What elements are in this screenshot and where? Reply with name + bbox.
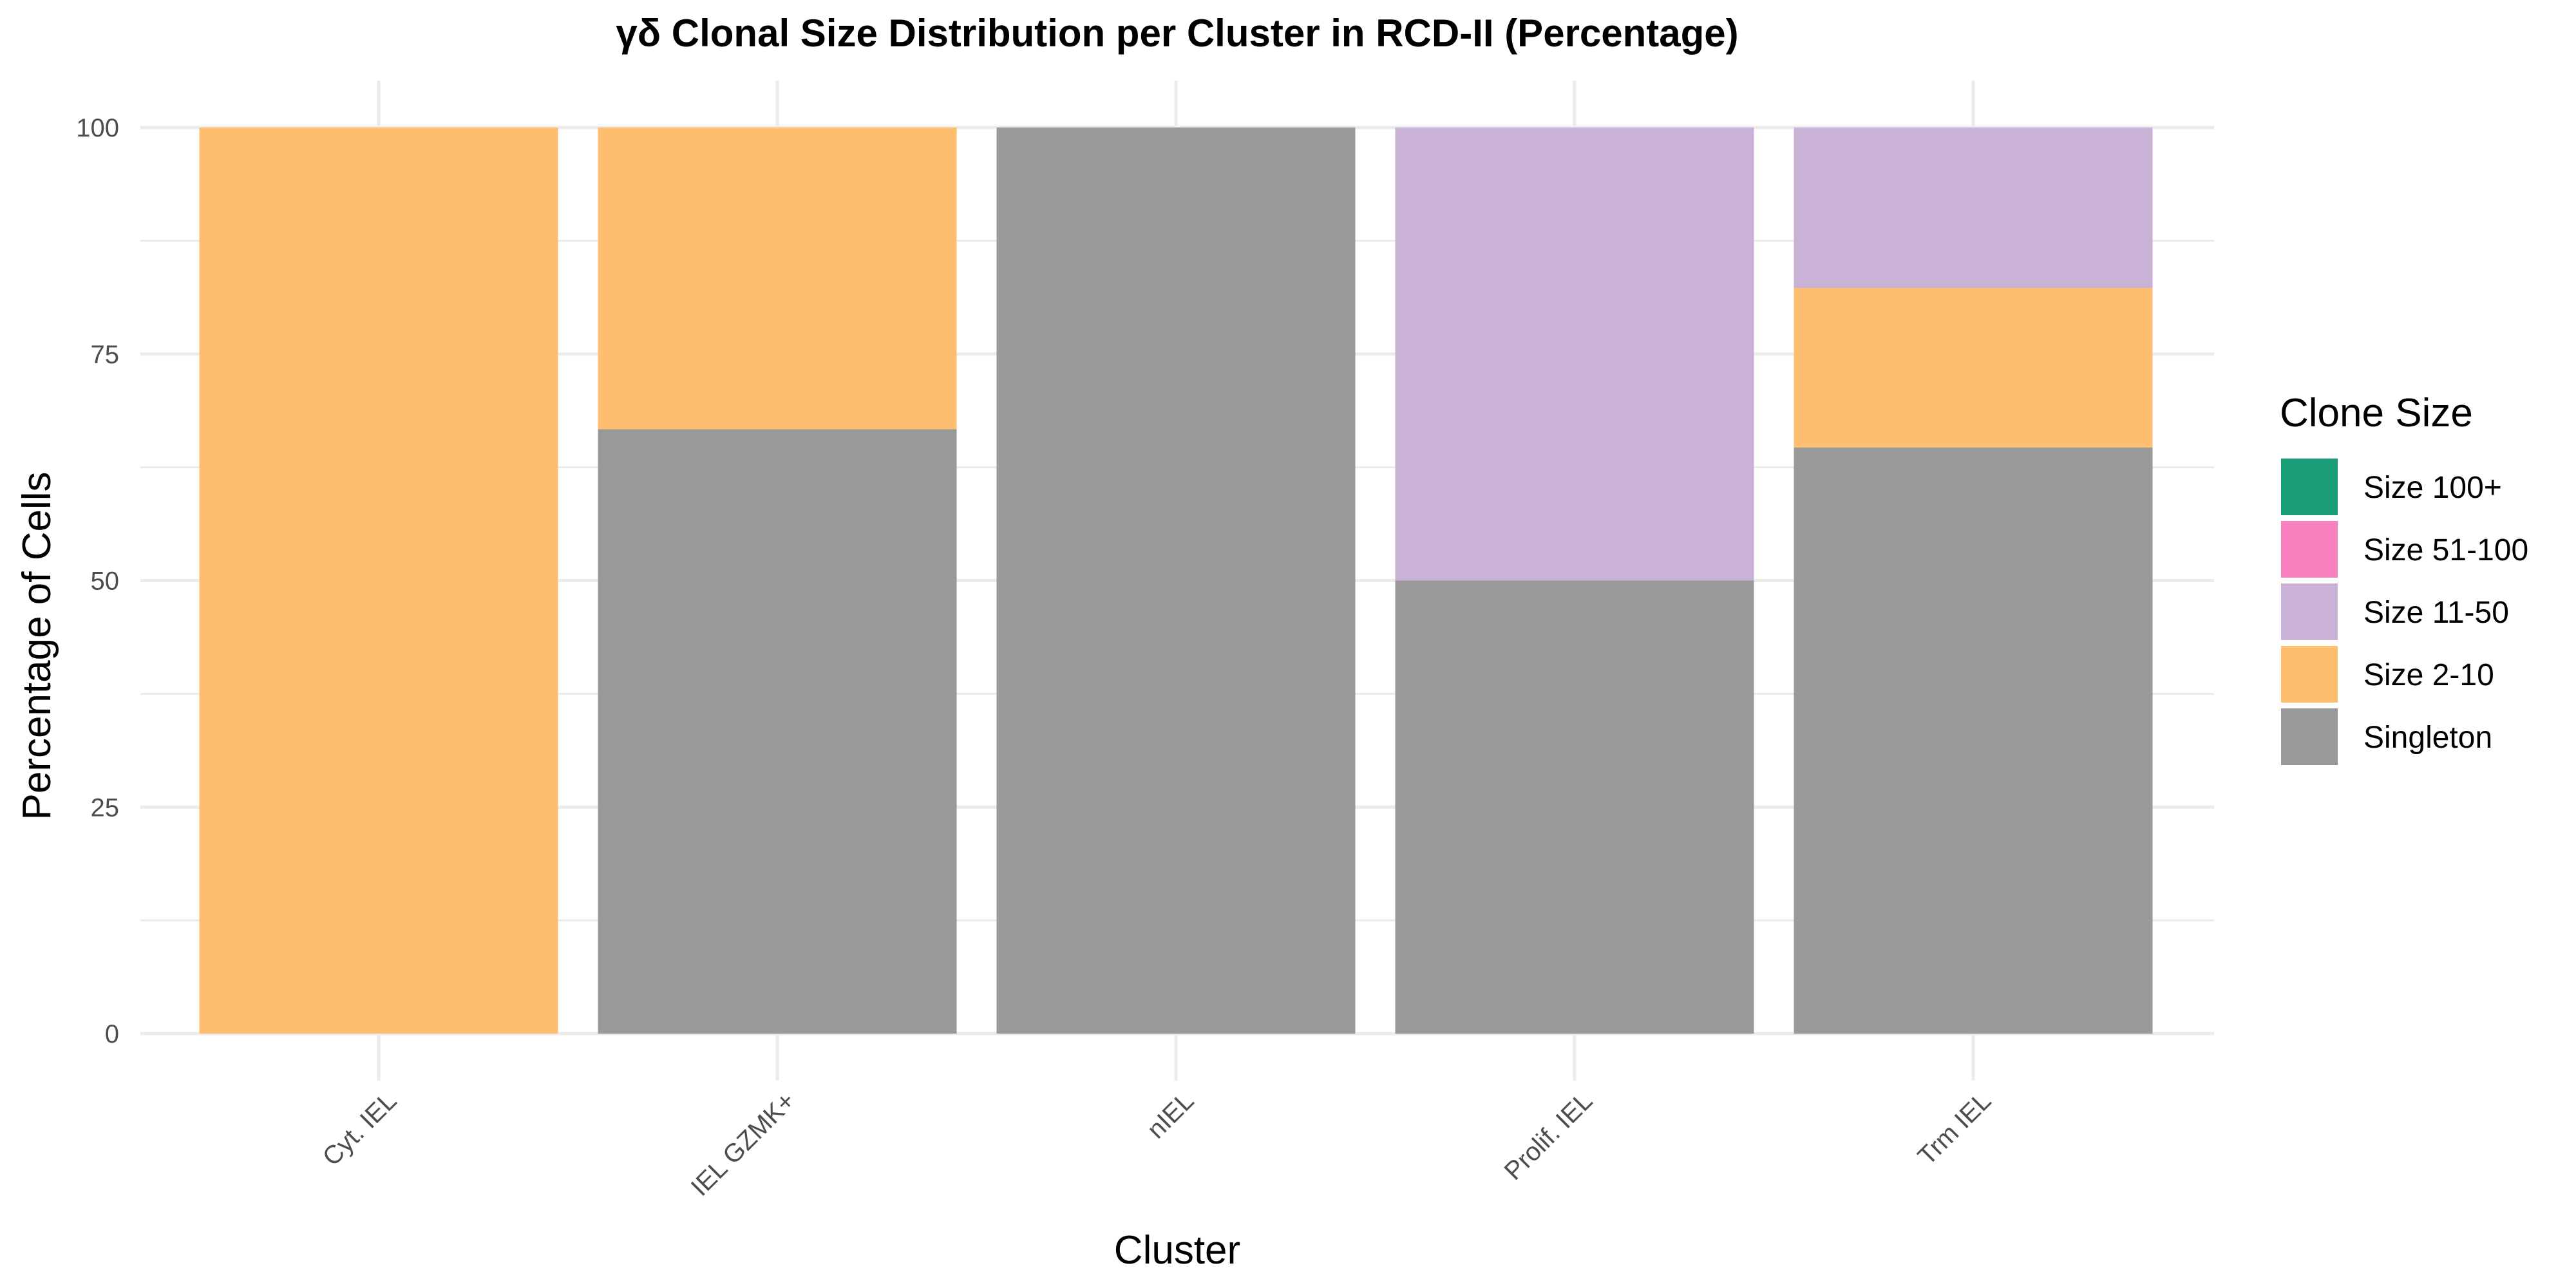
y-tick-label: 0 — [105, 1020, 119, 1048]
bar-segment — [1395, 128, 1754, 581]
legend-label: Size 11-50 — [2363, 596, 2509, 630]
bar-segment — [199, 128, 558, 1034]
chart-title: γδ Clonal Size Distribution per Cluster … — [616, 12, 1738, 55]
bar-segment — [1794, 128, 2153, 289]
legend-label: Singleton — [2363, 721, 2492, 755]
legend-key — [2281, 521, 2338, 578]
x-axis-title: Cluster — [1114, 1228, 1240, 1273]
legend-label: Size 2-10 — [2363, 658, 2494, 692]
x-tick-label: Prolif. IEL — [1499, 1086, 1598, 1186]
y-tick-label: 100 — [76, 114, 119, 142]
bar-segment — [598, 128, 957, 430]
x-tick-label: IEL GZMK+ — [686, 1086, 801, 1202]
y-tick-label: 25 — [91, 793, 120, 822]
legend-label: Size 100+ — [2363, 471, 2502, 505]
bar-segment — [1794, 288, 2153, 448]
y-tick-label: 75 — [91, 341, 120, 369]
legend-key — [2281, 583, 2338, 640]
bars — [199, 128, 2153, 1034]
legend-key — [2281, 708, 2338, 765]
bar-segment — [1395, 580, 1754, 1034]
legend-key — [2281, 646, 2338, 703]
legend: Size 100+ Size 51-100 Size 11-50 Size 2-10 S… — [2281, 459, 2528, 765]
legend-key — [2281, 459, 2338, 515]
legend-title: Clone Size — [2280, 391, 2473, 435]
y-tick-label: 50 — [91, 567, 120, 596]
y-axis-title: Percentage of Cells — [15, 471, 59, 820]
x-tick-label: Cyt. IEL — [317, 1086, 402, 1171]
x-tick-label: nIEL — [1142, 1086, 1199, 1144]
legend-label: Size 51-100 — [2363, 533, 2528, 567]
bar-segment — [1794, 447, 2153, 1034]
bar-segment — [598, 429, 957, 1034]
bar-segment — [996, 128, 1356, 1034]
x-tick-label: Trm IEL — [1913, 1086, 1997, 1171]
